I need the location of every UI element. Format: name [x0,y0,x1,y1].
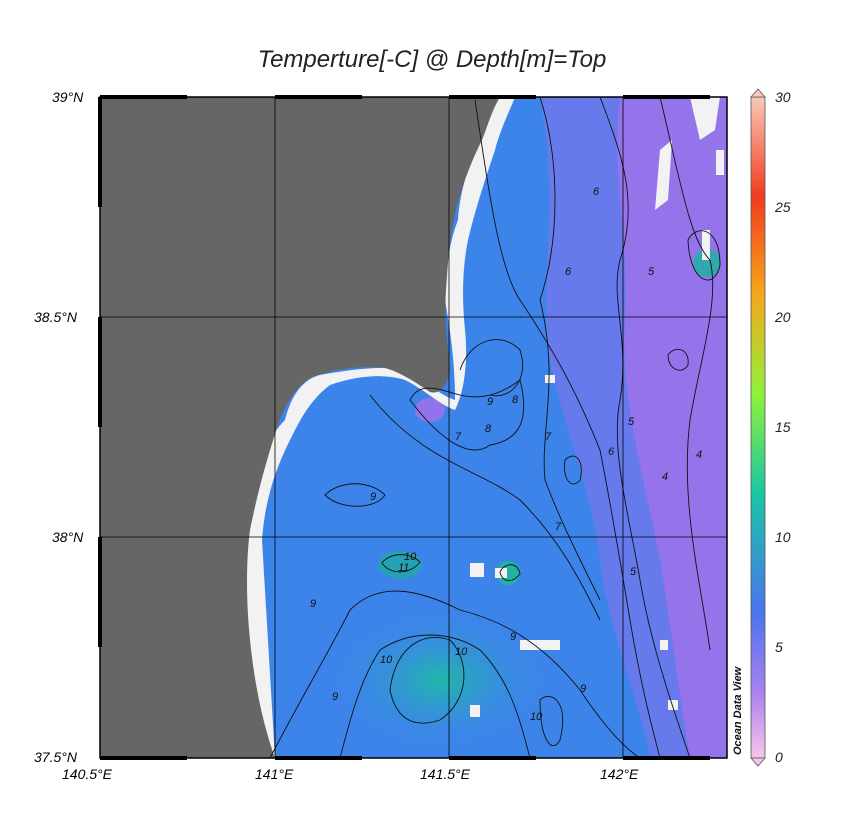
contour-lines [269,97,721,758]
no-data-patch [690,97,720,140]
contour-label: 4 [662,471,668,483]
contour-label: 5 [628,416,635,428]
contour-label: 7 [455,431,462,443]
map-frame [99,96,728,759]
contour-label: 7 [545,431,552,443]
no-data-patch [702,230,710,260]
colorbar-tick: 25 [775,199,791,215]
contour-label: 10 [404,551,417,563]
contour-label: 11 [398,562,409,574]
contour-label: 6 [608,446,615,458]
contour-label: 7 [555,521,562,533]
no-data-coast [240,97,515,758]
no-data-patch [470,705,480,717]
lat-label: 38°N [52,529,84,545]
colorbar-tick: 20 [775,309,791,325]
colorbar [750,96,766,759]
ocean-data-view-watermark: Ocean Data View [732,666,744,755]
contour-label: 10 [530,711,543,723]
contour-label: 10 [380,654,393,666]
no-data-patch [545,375,555,383]
contour-label: 9 [487,396,493,408]
contour-label: 5 [630,566,637,578]
lon-label: 141°E [255,766,294,782]
contour-label: 9 [580,683,586,695]
contour-label: 9 [332,691,338,703]
colorbar-tick: 10 [775,529,791,545]
contour-label: 9 [370,491,376,503]
no-data-patch [668,700,678,710]
lon-label: 141.5°E [420,766,470,782]
warm-water-patch [330,610,550,750]
no-data-patch [660,640,668,650]
no-data-patch [470,563,484,577]
no-data-patch [655,140,672,210]
warm-spot [378,551,422,579]
lon-label: 142°E [600,766,639,782]
contour-label-group: 9 10 11 9 8 7 6 5 4 10 10 9 8 7 6 5 4 9 … [310,186,702,723]
contour-label: 8 [485,423,492,435]
contour-label: 5 [648,266,655,278]
colorbar-tick: 30 [775,89,791,105]
lon-label: 140.5°E [62,766,112,782]
map-graticule [100,97,727,758]
no-data-patch [716,150,724,175]
lat-label: 37.5°N [34,749,77,765]
warm-spot [693,249,721,277]
no-data-patch [495,568,507,578]
contour-label: 8 [512,394,519,406]
contour-label: 6 [565,266,572,278]
colorbar-bottom-cap [750,757,766,767]
contour-label: 6 [593,186,600,198]
lat-label: 38.5°N [34,309,77,325]
contour-label: 4 [696,449,702,461]
lat-label: 39°N [52,89,84,105]
contour-label: 9 [510,631,516,643]
colorbar-tick: 15 [775,419,791,435]
contour-label: 9 [310,598,316,610]
contour-label: 10 [455,646,468,658]
land-mass [100,97,500,758]
colorbar-top-cap [750,88,766,98]
colorbar-tick: 0 [775,749,783,765]
no-data-patch [520,640,560,650]
map-frame-bars [98,95,710,760]
map-title: Temperture[-C] @ Depth[m]=Top [257,46,607,73]
colorbar-tick: 5 [775,639,783,655]
